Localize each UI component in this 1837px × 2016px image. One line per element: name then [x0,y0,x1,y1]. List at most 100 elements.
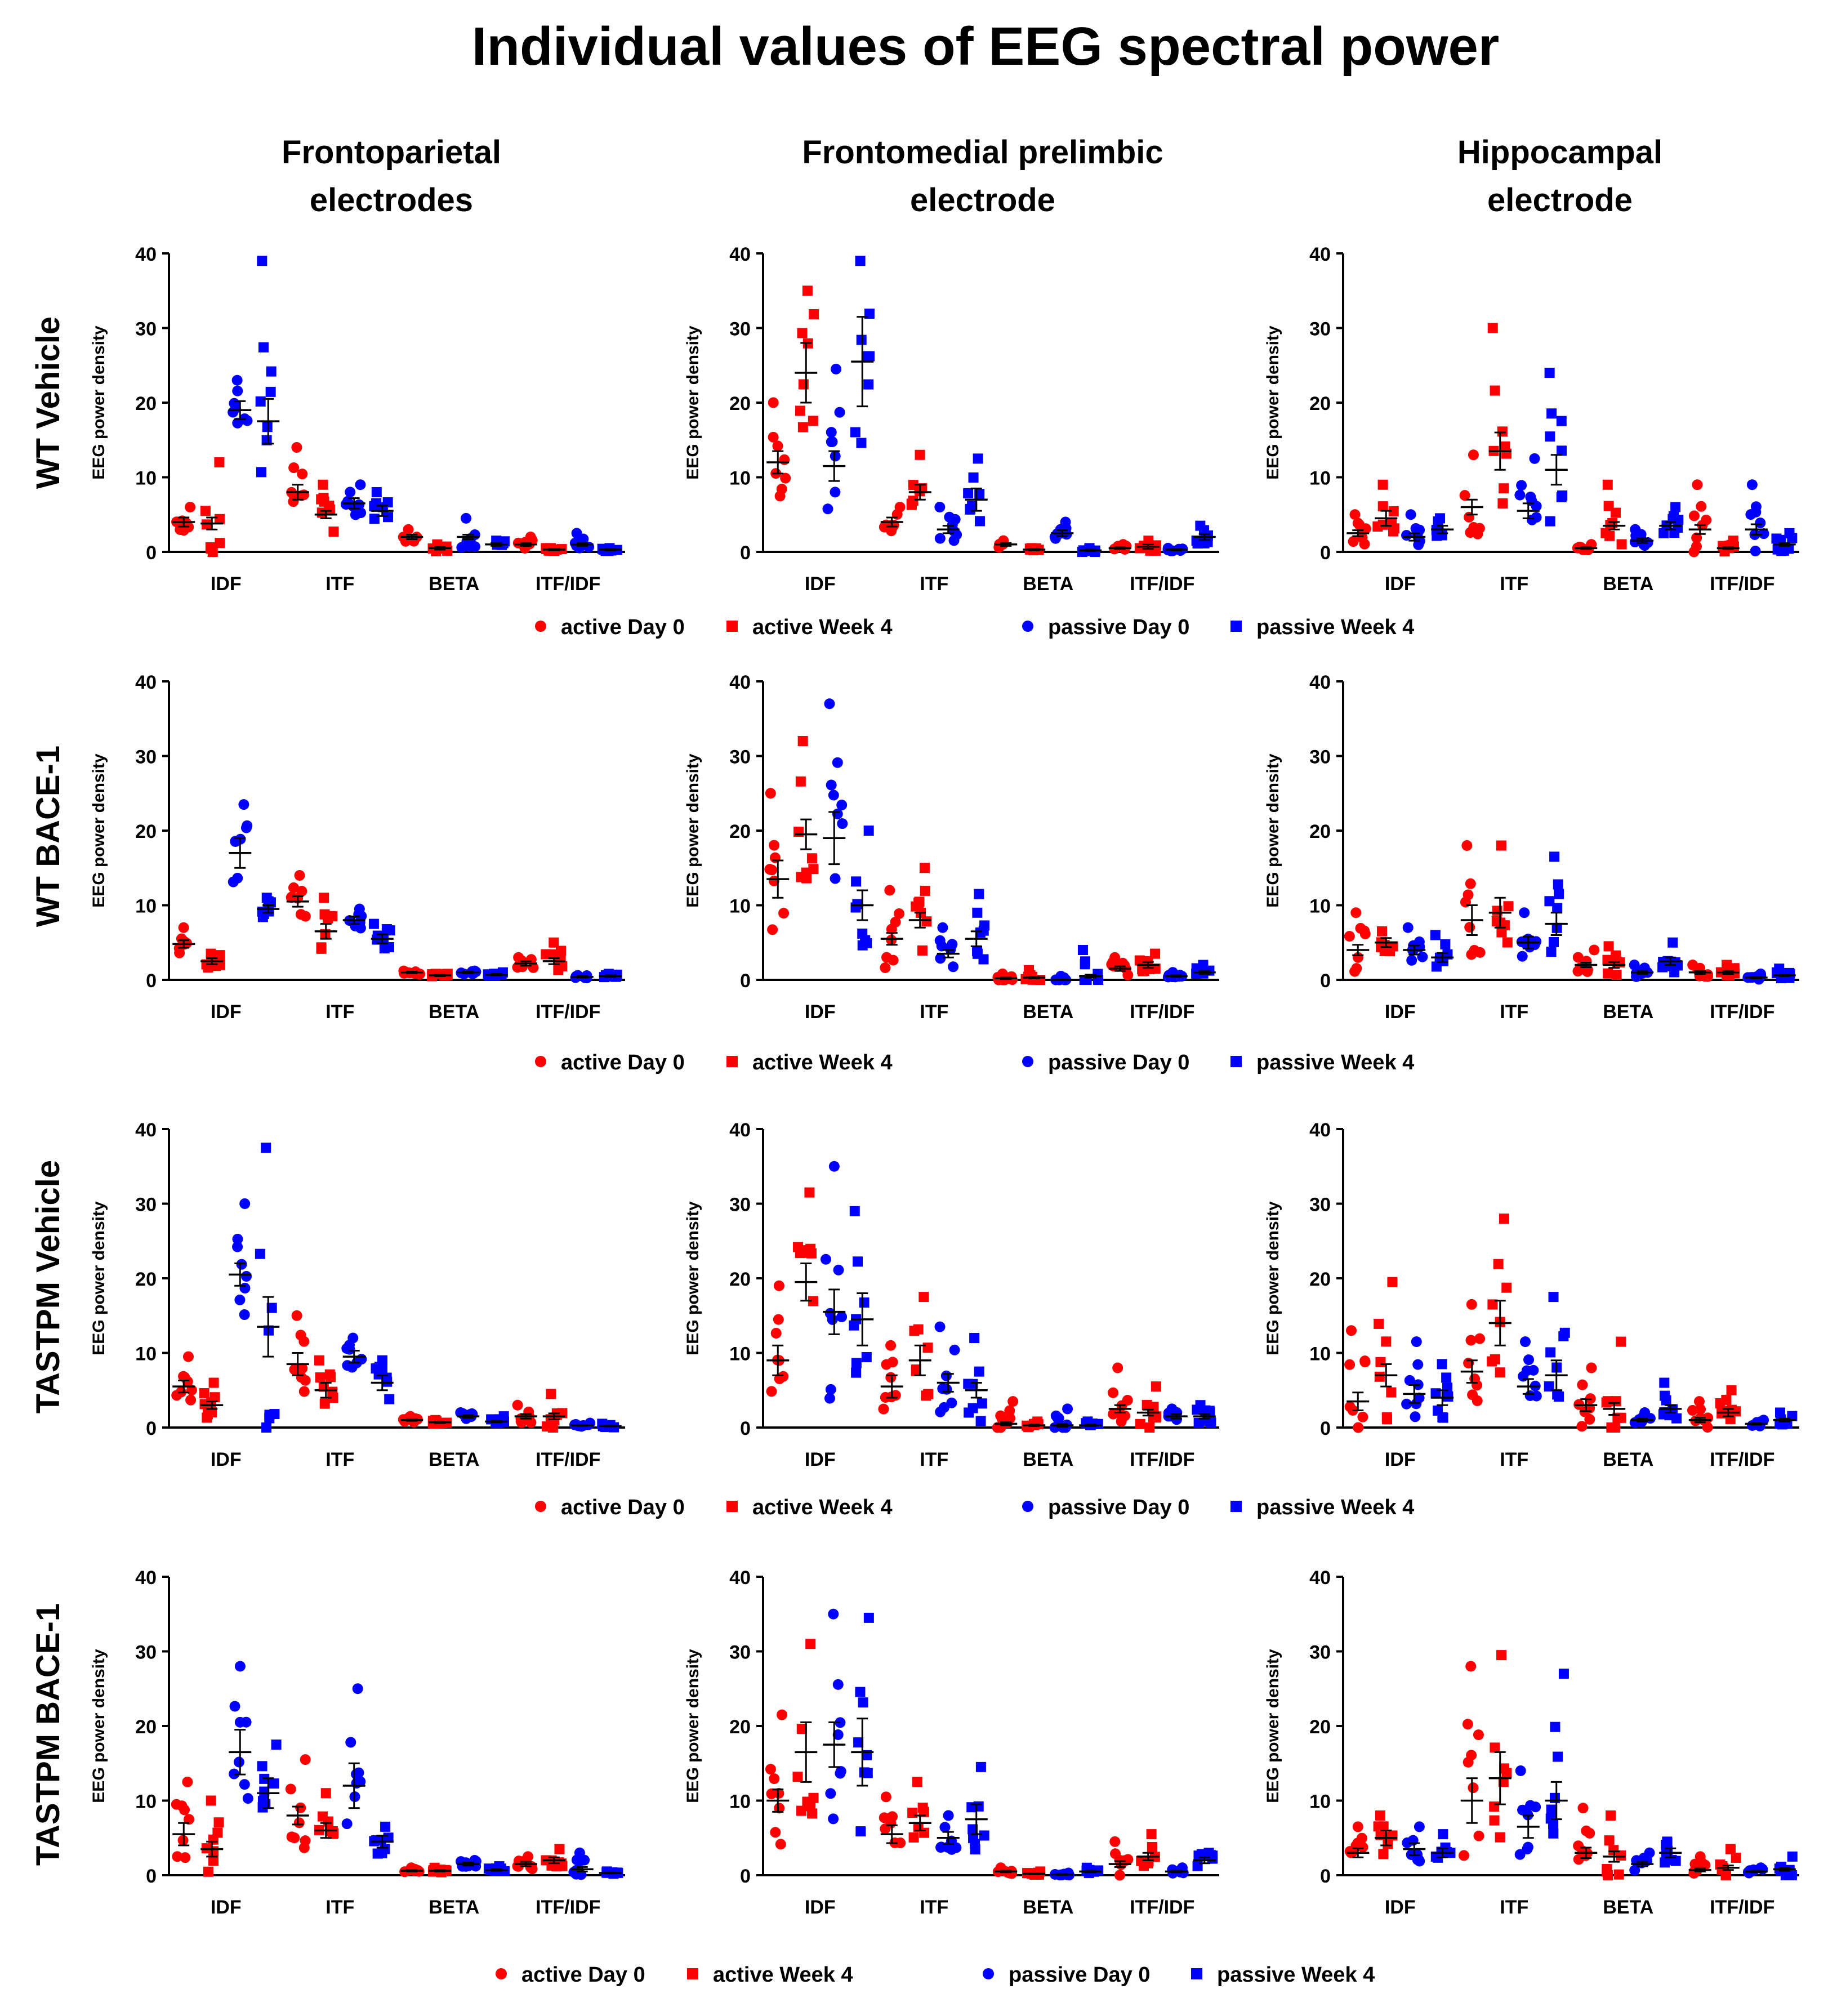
data-point [1660,1390,1670,1401]
data-point [820,1254,831,1265]
data-point [257,1761,267,1772]
x-tick-label-idf: IDF [211,1001,242,1023]
data-point [878,1403,889,1415]
data-point [200,506,211,516]
data-point [1386,1387,1397,1398]
data-point [1490,385,1500,396]
group-beta-active-week-4 [1600,479,1627,550]
group-itf-active-day-0 [1460,840,1486,960]
data-point [1604,1835,1615,1846]
data-point [295,1802,306,1813]
data-point [1579,544,1590,555]
y-tick-label: 40 [135,672,157,693]
group-itf-idf-active-day-0 [1688,1851,1711,1879]
data-point [355,479,366,490]
data-point [259,1786,270,1797]
group-idf-active-day-0 [1344,1821,1370,1858]
y-tick-label: 20 [1309,821,1331,842]
data-point [1702,1422,1713,1433]
group-idf-active-day-0 [171,1776,195,1863]
group-idf-passive-week-4 [850,826,874,951]
data-point [1544,896,1555,907]
col-header-frontoparietal-line1: Frontoparietal [282,134,501,171]
y-tick-label: 30 [729,319,751,340]
legend-row-2: active Day 0 active Week 4 passive Day 0 pa… [535,1051,1414,1074]
data-point [199,1388,209,1399]
data-point [973,1801,984,1812]
data-point [949,514,961,525]
group-beta-active-week-4 [1601,1336,1626,1433]
data-point [1112,1362,1123,1373]
data-point [344,1344,355,1355]
data-point [827,436,838,447]
data-point [828,1608,839,1620]
data-point [780,472,791,484]
data-point [906,499,917,510]
x-tick-label-beta: BETA [429,573,479,595]
data-point [1602,479,1613,490]
y-tick-label: 30 [135,747,157,768]
data-point [884,885,895,896]
group-idf-active-day-0 [171,1351,197,1406]
data-point [1462,1719,1473,1730]
group-itf-idf-active-week-4 [1715,1844,1741,1880]
data-point [1116,541,1127,552]
data-point [832,757,843,768]
group-itf-idf-active-week-4 [1716,536,1740,557]
data-point [1465,1661,1477,1672]
data-point [797,422,808,432]
y-tick-label: 10 [135,468,157,489]
data-point [319,893,329,903]
panel-wt-vehicle-frontomedial-prelimbic-electrode: 0 10 20 30 40 EEG power density IDF ITF BETA ITF/… [684,244,1219,595]
data-point [1413,1854,1424,1866]
data-point [1604,530,1615,541]
data-point [239,1779,250,1790]
data-point [1121,1855,1132,1866]
data-point [1116,1416,1127,1427]
data-point [300,911,311,922]
data-point [1584,1827,1595,1839]
y-tick-label: 40 [1309,244,1331,265]
data-point [769,852,781,863]
data-point [1776,546,1787,556]
data-point [1359,925,1370,936]
data-point [969,1333,980,1343]
data-point [778,908,790,919]
data-point [234,1661,246,1672]
y-tick-label: 20 [135,1716,157,1738]
group-itf-passive-day-0 [934,502,962,546]
data-point [172,1851,183,1862]
data-point [1466,1750,1477,1761]
data-point [1496,840,1506,851]
data-point [864,351,875,362]
data-point [995,1410,1006,1421]
data-point [298,489,310,501]
y-axis-label: EEG power density [1264,1649,1282,1803]
group-beta-passive-week-4 [1077,543,1102,557]
data-point [1517,951,1528,962]
data-point [1688,510,1700,521]
data-point [880,962,891,973]
y-tick-label: 40 [729,244,751,265]
group-idf-passive-week-4 [1430,1829,1456,1863]
data-point [355,507,367,519]
data-point [1755,518,1766,529]
legends: active Day 0 active Week 4 passive Day 0 pa… [496,615,1414,1987]
data-point [1374,1318,1384,1329]
panel-tastpm-bace-1-hippocampal-electrode: 0 10 20 30 40 EEG power density IDF ITF BETA ITF/… [1264,1567,1799,1918]
group-beta-passive-week-4 [485,1411,510,1429]
y-tick-label: 10 [135,896,157,917]
data-point [255,1248,265,1259]
data-point [1377,926,1388,936]
group-beta-active-week-4 [1022,1416,1046,1433]
data-point [767,924,778,935]
data-point [294,870,305,881]
data-point [556,945,567,956]
data-point [1581,956,1592,967]
data-point [880,1391,891,1403]
data-point [833,1264,844,1275]
data-point [1383,1839,1393,1849]
y-tick-label: 0 [740,542,751,564]
data-point [1007,1396,1019,1407]
data-point [963,1379,974,1389]
